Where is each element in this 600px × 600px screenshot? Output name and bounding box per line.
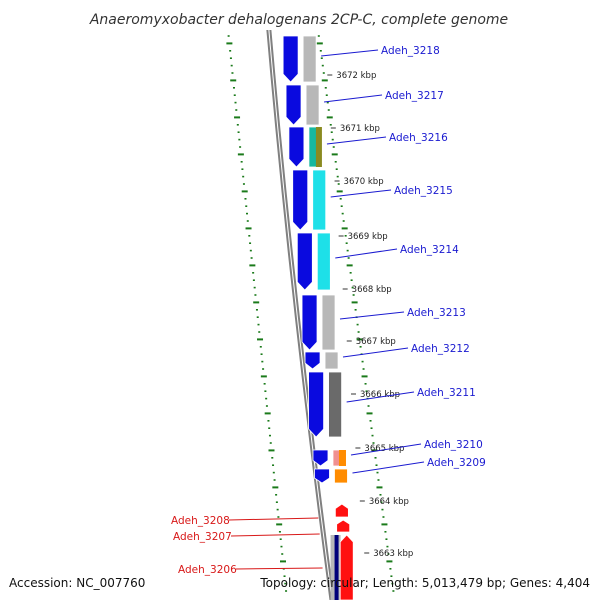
cog-block: [328, 371, 342, 438]
cog-block: [324, 351, 339, 370]
cds-arrow-reverse: [339, 534, 354, 600]
tick-label: 3668 kbp: [352, 285, 392, 295]
cds-arrow: [282, 35, 299, 83]
cds-arrow: [314, 468, 330, 484]
leader-line: [330, 189, 392, 198]
cds-arrow-reverse: [334, 503, 349, 518]
leader-line: [228, 517, 319, 521]
cds-arrow: [301, 294, 318, 351]
tick-label: 3671 kbp: [340, 124, 380, 134]
scale-ticks: 3672 kbp 3671 kbp 3670 kbp 3669 kbp 3668 kbp…: [327, 71, 413, 559]
cog-block: [316, 232, 331, 291]
accession-text: Accession: NC_007760: [9, 576, 146, 590]
leader-line: [335, 248, 398, 259]
backbone-highlight: [267, 19, 333, 600]
tick-label: 3669 kbp: [348, 232, 388, 242]
cog-track: [302, 35, 348, 600]
cds-arrow: [292, 169, 309, 231]
cog-block: [338, 450, 346, 466]
cds-arrow: [288, 126, 305, 168]
title-band: [0, 0, 600, 30]
leader-line: [352, 461, 425, 474]
cog-block: [305, 84, 320, 126]
gene-label: Adeh_3215: [394, 185, 453, 197]
cds-arrow: [285, 84, 302, 126]
leader-line: [324, 94, 383, 103]
gene-label: Adeh_3213: [407, 307, 466, 319]
gene-label: Adeh_3216: [389, 132, 448, 144]
gene-label: Adeh_3214: [400, 244, 459, 256]
map-title: Anaeromyxobacter dehalogenans 2CP-C, com…: [89, 12, 508, 28]
gene-label: Adeh_3218: [381, 45, 440, 57]
leader-line: [346, 391, 415, 403]
tick-label: 3672 kbp: [336, 71, 376, 81]
cog-block: [321, 294, 336, 351]
leader-line: [342, 347, 409, 358]
cog-block: [334, 468, 348, 484]
gene-label: Adeh_3212: [411, 343, 470, 355]
tick-label: 3666 kbp: [360, 390, 400, 400]
gene-label: Adeh_3217: [385, 90, 444, 102]
cog-block: [334, 535, 339, 600]
genome-summary-text: Topology: circular; Length: 5,013,479 bp…: [260, 576, 590, 590]
leader-line: [230, 533, 320, 537]
cog-block: [312, 169, 327, 231]
cog-block: [315, 127, 322, 167]
cds-arrow-reverse: [336, 519, 351, 533]
tick-label: 3663 kbp: [373, 549, 413, 559]
tick-label: 3670 kbp: [344, 177, 384, 187]
gene-label: Adeh_3210: [424, 439, 483, 451]
leader-line: [339, 311, 405, 320]
gene-label: Adeh_3206: [178, 564, 237, 576]
tick-label: 3664 kbp: [369, 497, 409, 507]
leader-line: [350, 443, 422, 456]
gene-label: Adeh_3207: [173, 531, 232, 543]
leader-line: [235, 567, 323, 570]
cds-arrow: [312, 449, 329, 467]
cds-arrow: [304, 351, 321, 370]
cds-track: [282, 35, 354, 600]
leader-line: [321, 49, 379, 57]
cds-arrow: [308, 371, 324, 438]
cog-block: [302, 35, 317, 83]
leader-line: [326, 136, 387, 145]
cds-arrow: [296, 232, 313, 291]
gene-labels: Adeh_3218 Adeh_3217 Adeh_3216 Adeh_3215 Adeh…: [171, 45, 486, 576]
tick-label: 3667 kbp: [356, 337, 396, 347]
tick-label: 3665 kbp: [364, 444, 404, 454]
gene-label: Adeh_3208: [171, 515, 230, 527]
gene-label: Adeh_3209: [427, 457, 486, 469]
gene-label: Adeh_3211: [417, 387, 476, 399]
